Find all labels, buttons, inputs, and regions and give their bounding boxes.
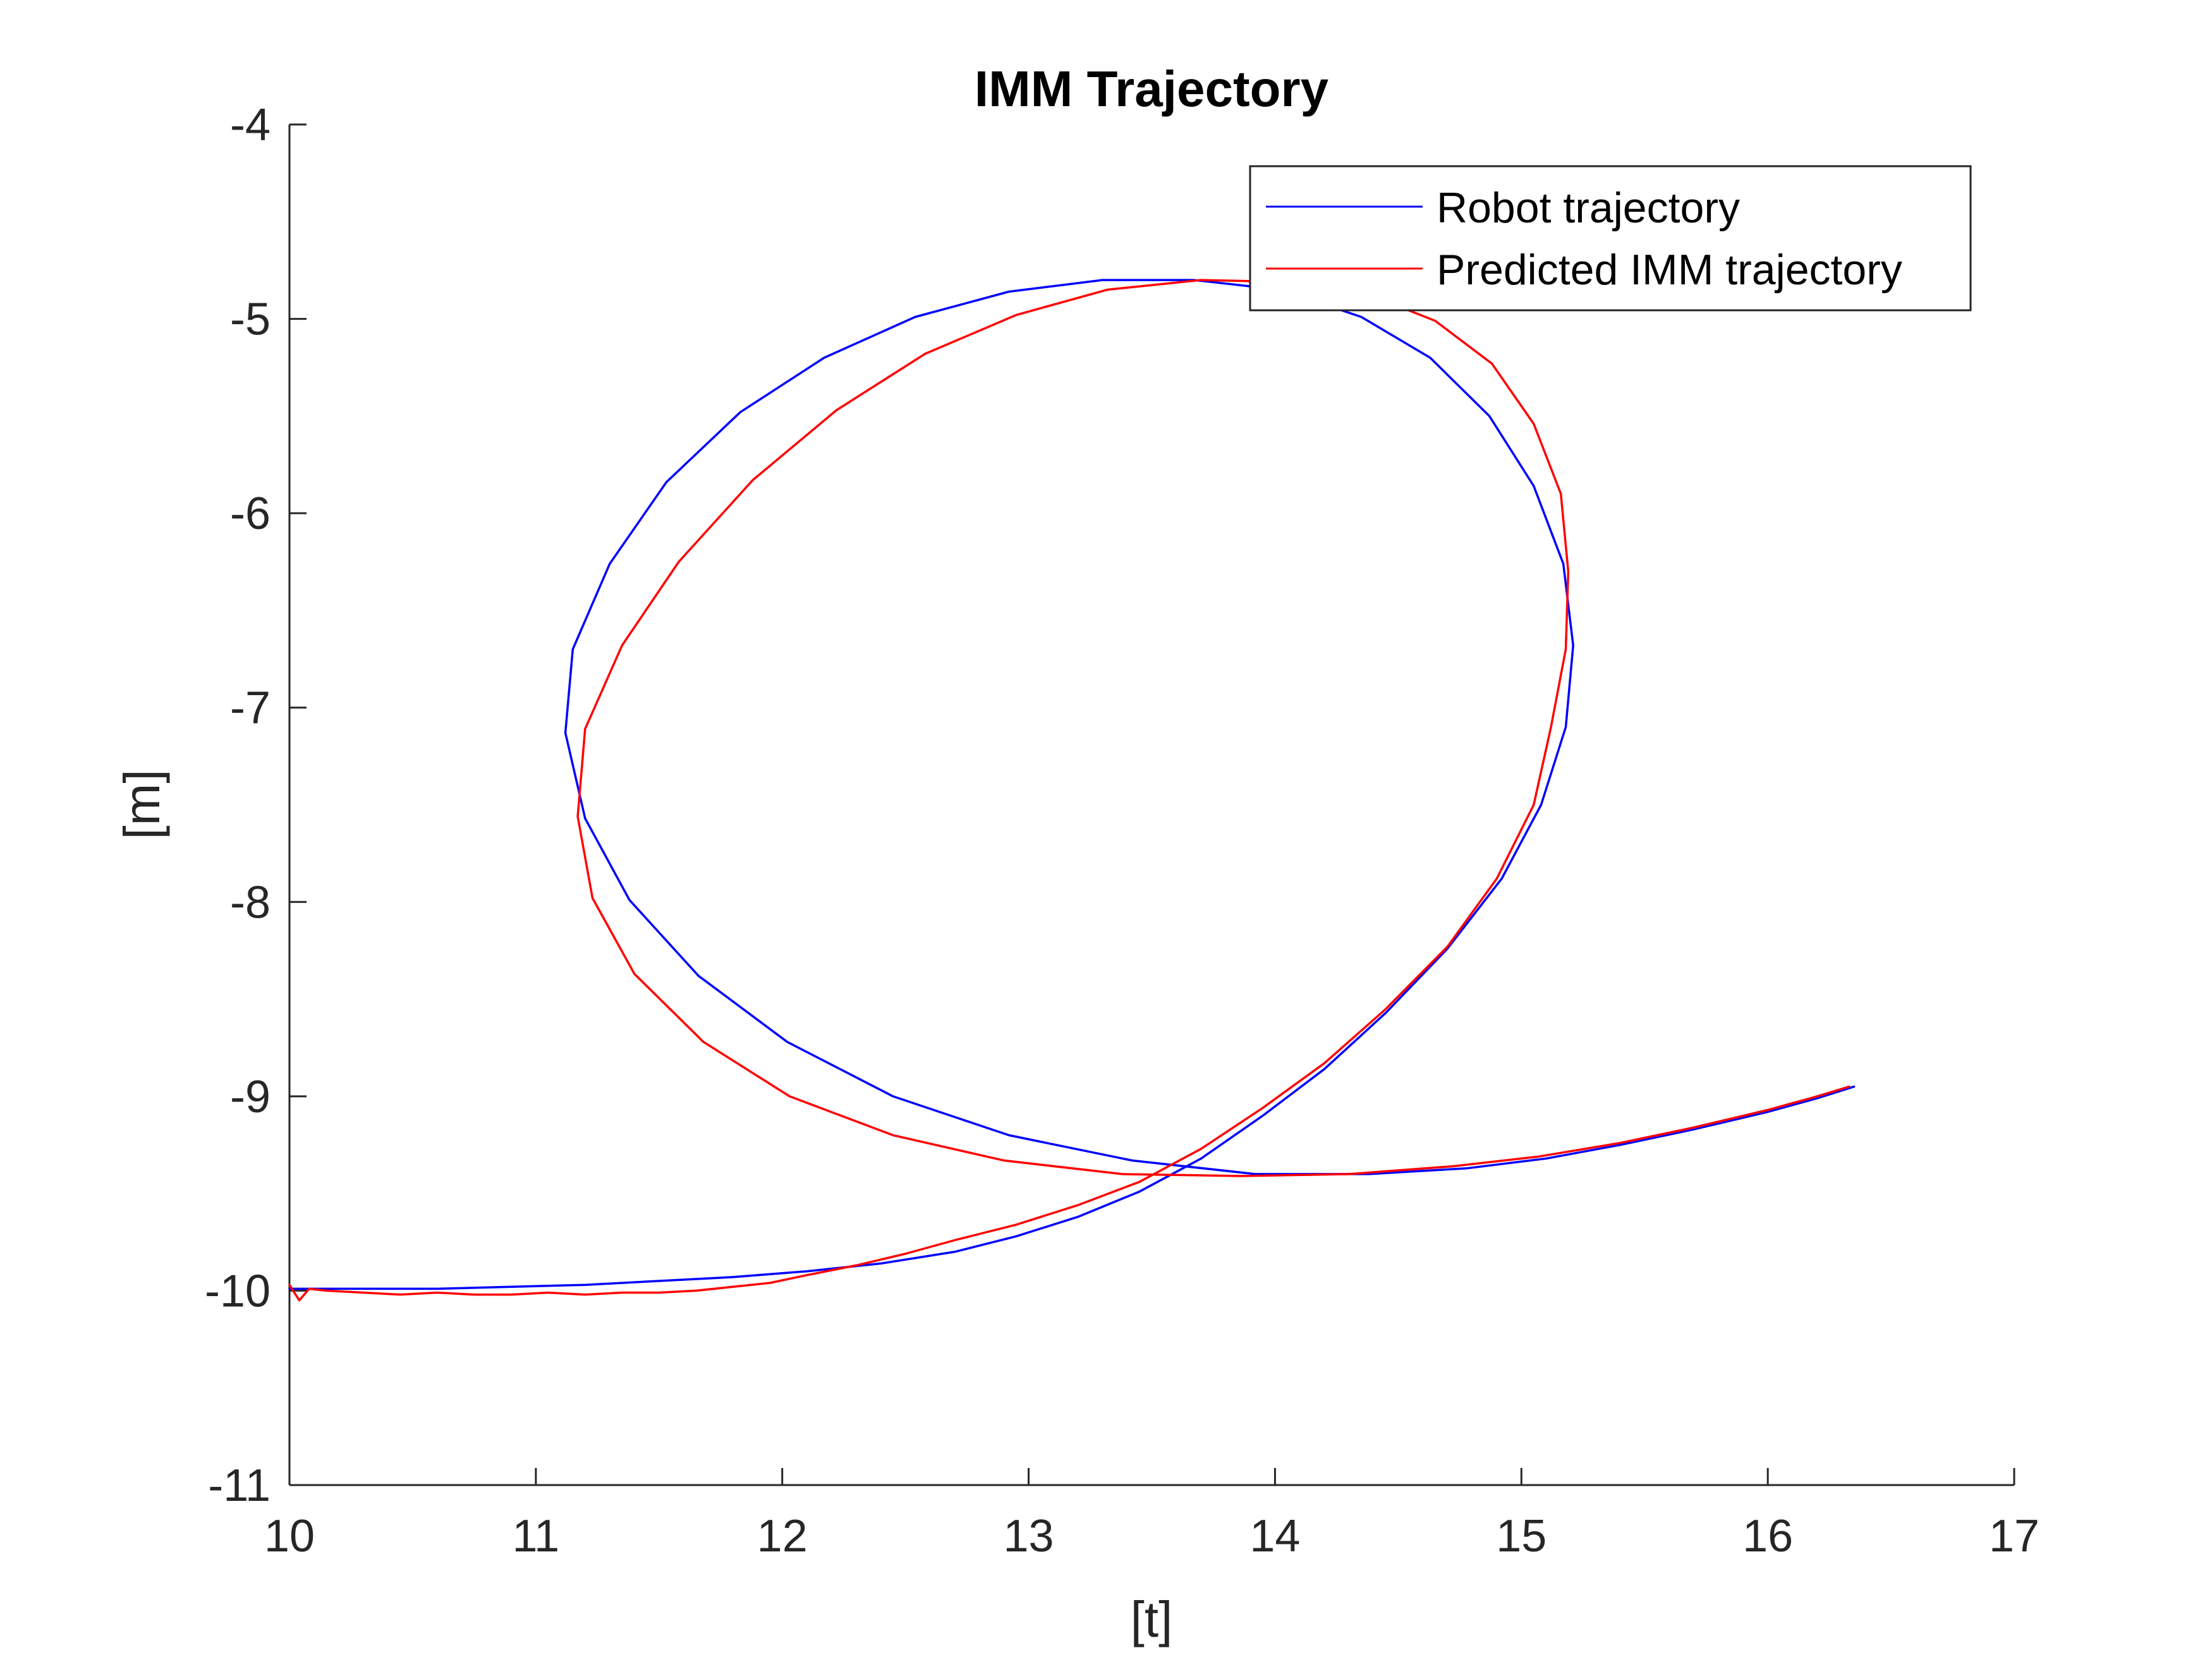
y-tick-label: -4 xyxy=(230,100,270,150)
x-tick-label: 11 xyxy=(512,1511,559,1562)
y-tick-label: -11 xyxy=(208,1460,270,1511)
y-axis-label: [m] xyxy=(114,769,170,839)
x-tick-label: 14 xyxy=(1249,1511,1300,1562)
chart-title: IMM Trajectory xyxy=(975,61,1329,117)
axes xyxy=(288,124,2014,1486)
x-tick-label: 13 xyxy=(1004,1511,1054,1562)
x-axis-label: [t] xyxy=(1131,1591,1173,1647)
y-tick-label: -7 xyxy=(230,683,270,734)
legend-label-predicted-imm-trajectory: Predicted IMM trajectory xyxy=(1437,246,1902,294)
x-tick-label: 16 xyxy=(1742,1511,1793,1562)
x-tick-label: 17 xyxy=(1989,1511,2039,1562)
y-tick-label: -8 xyxy=(230,877,270,928)
x-tick-label: 10 xyxy=(264,1511,315,1562)
x-tick-label: 12 xyxy=(757,1511,808,1562)
series-line-predicted-imm-trajectory xyxy=(288,279,1850,1302)
y-tick-label: -10 xyxy=(205,1266,270,1316)
axis-ticks: 10 11 12 13 14 15 16 17 -4 -5 -6 -7 -8 -9 -10 -11 xyxy=(205,100,2039,1562)
legend-box xyxy=(1249,165,1972,312)
y-tick-label: -5 xyxy=(230,294,270,345)
y-tick-label: -6 xyxy=(230,488,270,539)
y-tick-label: -9 xyxy=(230,1072,270,1122)
legend: Robot trajectory Predicted IMM trajector… xyxy=(1249,165,1972,312)
x-tick-label: 15 xyxy=(1496,1511,1547,1562)
legend-label-robot-trajectory: Robot trajectory xyxy=(1437,184,1740,232)
